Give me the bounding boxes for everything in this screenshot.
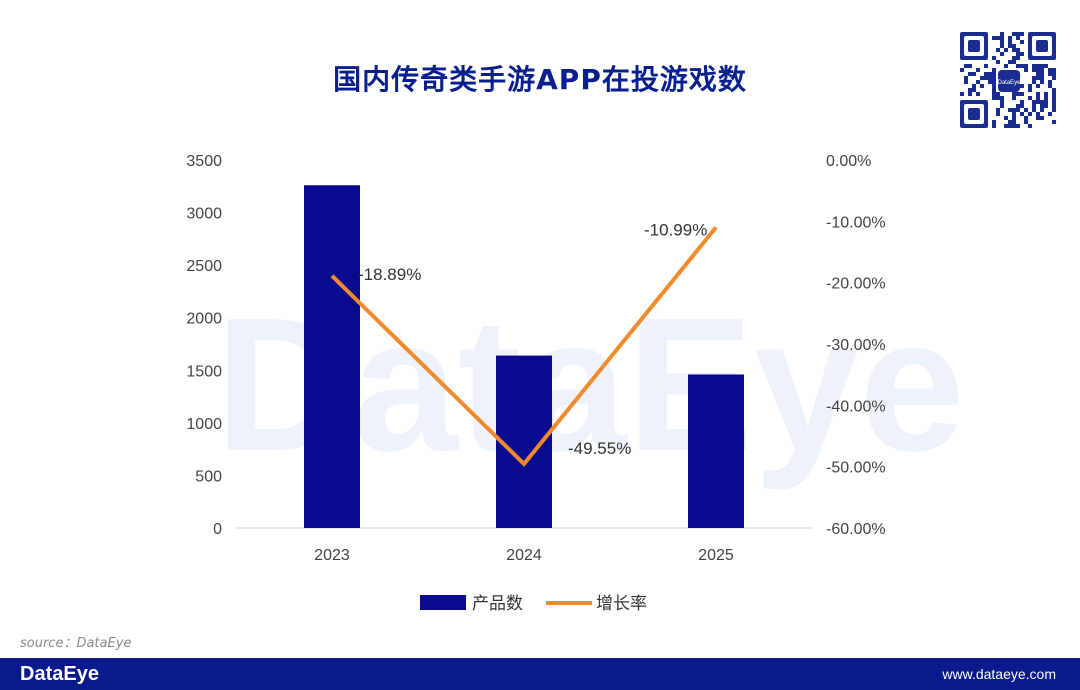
- qr-code-icon: DataEye: [960, 32, 1056, 128]
- bar: [688, 374, 744, 528]
- y-right-tick-label: -10.00%: [826, 214, 886, 231]
- source-note: source：DataEye: [20, 636, 132, 651]
- data-label: -10.99%: [644, 220, 707, 239]
- chart: DataEye 0500100015002000250030003500-60.…: [186, 153, 965, 614]
- footer-url: www.dataeye.com: [942, 666, 1056, 682]
- y-left-tick-label: 2500: [186, 258, 222, 275]
- y-left-tick-label: 1000: [186, 416, 222, 433]
- data-label: -18.89%: [358, 265, 421, 284]
- legend-swatch-bar: [420, 595, 466, 610]
- y-left-tick-label: 0: [213, 521, 222, 538]
- qr-code-graphic: DataEye: [960, 32, 1056, 128]
- bar: [304, 185, 360, 528]
- y-left-tick-label: 3000: [186, 206, 222, 223]
- legend-label: 产品数: [472, 594, 523, 614]
- y-right-tick-label: -50.00%: [826, 460, 886, 477]
- y-right-tick-label: -20.00%: [826, 276, 886, 293]
- legend-label: 增长率: [596, 594, 647, 614]
- y-left-tick-label: 3500: [186, 153, 222, 170]
- data-label: -49.55%: [568, 439, 631, 458]
- x-tick-label: 2023: [314, 547, 350, 564]
- y-right-tick-label: -60.00%: [826, 521, 886, 538]
- footer-bar: DataEye www.dataeye.com: [0, 658, 1080, 690]
- qr-logo-text: DataEye: [997, 80, 1021, 86]
- y-left-tick-label: 500: [195, 468, 222, 485]
- y-right-tick-label: 0.00%: [826, 153, 871, 170]
- y-left-tick-label: 1500: [186, 363, 222, 380]
- y-right-tick-label: -40.00%: [826, 398, 886, 415]
- x-tick-label: 2025: [698, 547, 734, 564]
- footer-brand: DataEye: [20, 663, 99, 685]
- plot-area: 0 500 1000 1500 2000 2500 3000 3500 -60.00% -50.0…: [186, 153, 885, 614]
- x-tick-label: 2024: [506, 547, 542, 564]
- y-right-tick-label: -30.00%: [826, 337, 886, 354]
- chart-title: 国内传奇类手游APP在投游戏数: [333, 63, 747, 96]
- y-left-tick-label: 2000: [186, 311, 222, 328]
